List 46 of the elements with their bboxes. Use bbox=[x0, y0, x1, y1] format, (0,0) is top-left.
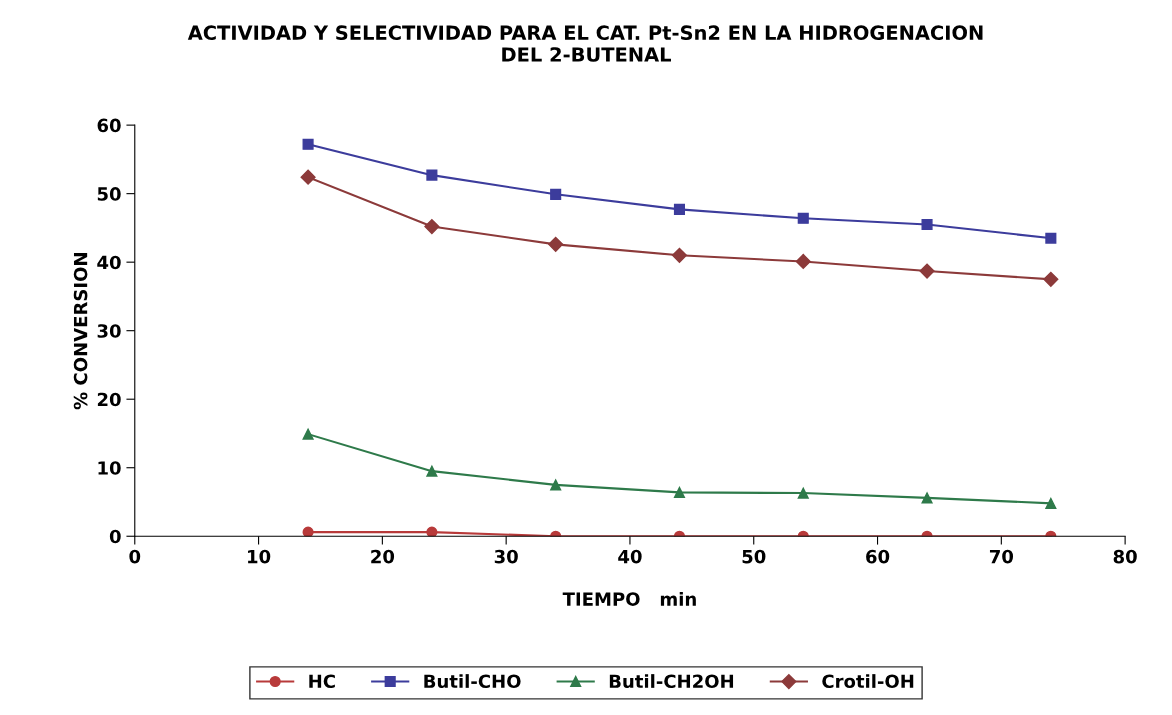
y-tick-label: 50 bbox=[97, 187, 121, 201]
chart-title: ACTIVIDAD Y SELECTIVIDAD PARA EL CAT. Pt-Sn2 EN LA HIDROGENACION DEL 2-BUTENAL bbox=[187, 25, 983, 62]
x-tick-label: 50 bbox=[742, 549, 766, 564]
point bbox=[300, 169, 316, 185]
y-tick-label: 0 bbox=[109, 529, 121, 544]
point bbox=[795, 253, 811, 270]
legend-label: HC bbox=[309, 674, 335, 689]
point bbox=[921, 218, 933, 231]
y-tick-label: 30 bbox=[97, 324, 121, 338]
point bbox=[302, 526, 314, 537]
x-axis-title: TIEMPO min bbox=[562, 591, 696, 606]
point bbox=[797, 487, 809, 499]
point bbox=[919, 263, 935, 279]
legend-label: Crotil-OH bbox=[822, 674, 914, 689]
legend-label: Butil-CHO bbox=[424, 674, 521, 689]
x-tick-label: 40 bbox=[618, 549, 642, 564]
point bbox=[673, 486, 686, 498]
point bbox=[1045, 497, 1057, 509]
point bbox=[673, 203, 686, 215]
point bbox=[550, 188, 562, 200]
x-tick-label: 30 bbox=[494, 549, 518, 564]
y-tick-label: 40 bbox=[97, 255, 121, 270]
point bbox=[302, 138, 314, 150]
point bbox=[426, 465, 438, 477]
x-tick-label: 20 bbox=[371, 549, 395, 564]
x-tick-label: 80 bbox=[1113, 549, 1137, 564]
point bbox=[302, 428, 314, 440]
point bbox=[424, 218, 440, 235]
point bbox=[921, 492, 933, 504]
point bbox=[1045, 232, 1057, 244]
point bbox=[550, 479, 562, 491]
x-tick-label: 70 bbox=[989, 549, 1014, 564]
point bbox=[548, 236, 564, 252]
y-tick-label: 60 bbox=[97, 118, 121, 133]
point bbox=[671, 247, 688, 263]
y-tick-label: 20 bbox=[97, 392, 121, 407]
point bbox=[797, 212, 809, 224]
x-tick-label: 60 bbox=[866, 549, 890, 564]
y-tick-label: 10 bbox=[98, 461, 121, 475]
point bbox=[426, 526, 438, 537]
y-axis-title: % CONVERSION bbox=[73, 253, 88, 410]
point bbox=[426, 169, 438, 181]
point bbox=[1043, 271, 1059, 287]
legend-label: Butil-CH2OH bbox=[609, 674, 734, 689]
x-tick-label: 0 bbox=[129, 549, 141, 564]
x-tick-label: 10 bbox=[248, 549, 271, 564]
